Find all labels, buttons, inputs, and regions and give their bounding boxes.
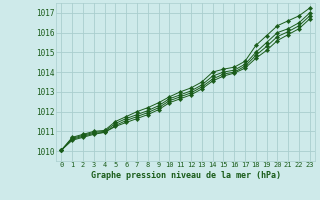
- X-axis label: Graphe pression niveau de la mer (hPa): Graphe pression niveau de la mer (hPa): [91, 171, 281, 180]
